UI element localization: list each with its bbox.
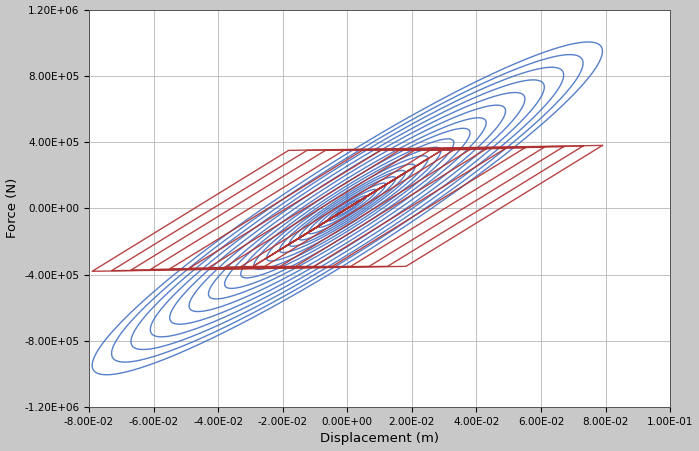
X-axis label: Displacement (m): Displacement (m)	[320, 433, 439, 446]
Y-axis label: Force (N): Force (N)	[6, 178, 19, 239]
